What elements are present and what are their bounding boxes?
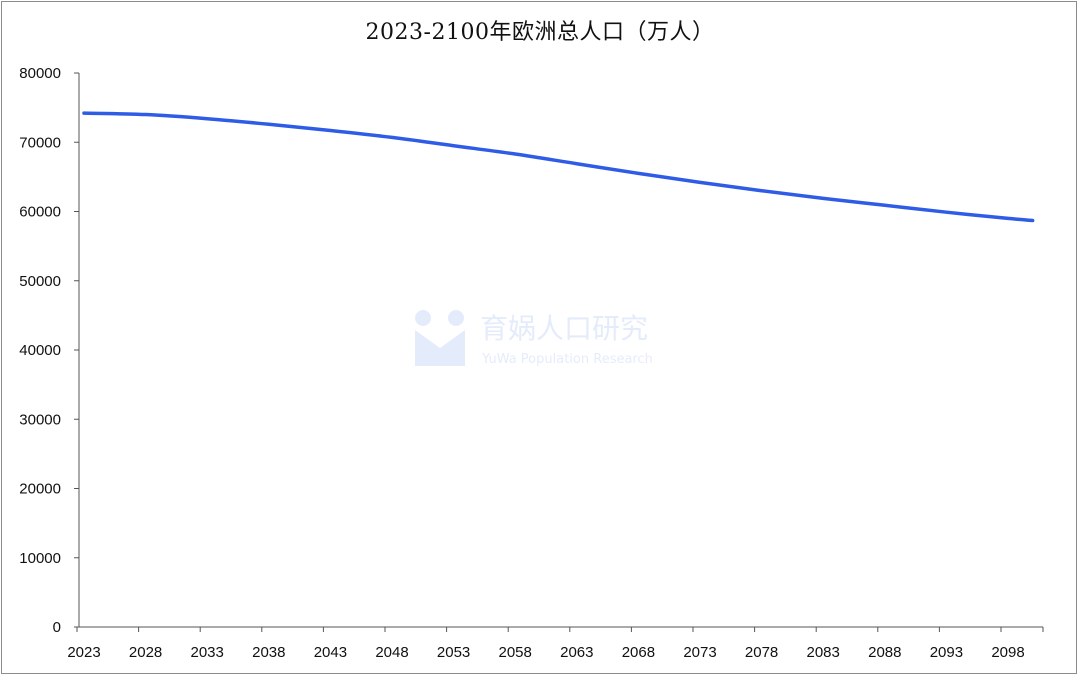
x-tick-label: 2053 — [437, 644, 470, 661]
chart-title: 2023-2100年欧洲总人口（万人） — [365, 20, 715, 45]
y-tick-label: 70000 — [19, 134, 61, 151]
x-tick-label: 2073 — [683, 644, 716, 661]
y-tick-label: 50000 — [19, 273, 61, 290]
y-tick-label: 30000 — [19, 411, 61, 428]
x-tick-label: 2033 — [191, 644, 224, 661]
x-tick-label: 2058 — [499, 644, 532, 661]
x-tick-label: 2088 — [868, 644, 901, 661]
y-tick-label: 0 — [53, 619, 61, 636]
x-tick-label: 2063 — [560, 644, 593, 661]
series-line — [82, 111, 1035, 223]
watermark: 育娲人口研究 YuWa Population Research — [415, 310, 653, 367]
x-tick-label: 2048 — [375, 644, 408, 661]
y-tick-label: 20000 — [19, 481, 61, 498]
watermark-logo-icon — [415, 310, 431, 326]
x-tick-label: 2098 — [991, 644, 1024, 661]
watermark-subtitle: YuWa Population Research — [481, 352, 653, 367]
x-tick-label: 2078 — [745, 644, 778, 661]
y-tick-label: 40000 — [19, 342, 61, 359]
x-tick-label: 2083 — [807, 644, 840, 661]
y-tick-label: 10000 — [19, 550, 61, 567]
y-tick-label: 60000 — [19, 204, 61, 221]
x-tick-label: 2023 — [67, 644, 100, 661]
watermark-name: 育娲人口研究 — [480, 312, 648, 345]
x-tick-label: 2028 — [129, 644, 162, 661]
x-tick-label: 2068 — [622, 644, 655, 661]
x-tick-label: 2093 — [930, 644, 963, 661]
x-tick-label: 2043 — [314, 644, 347, 661]
y-tick-label: 80000 — [19, 65, 61, 82]
x-tick-label: 2038 — [252, 644, 285, 661]
